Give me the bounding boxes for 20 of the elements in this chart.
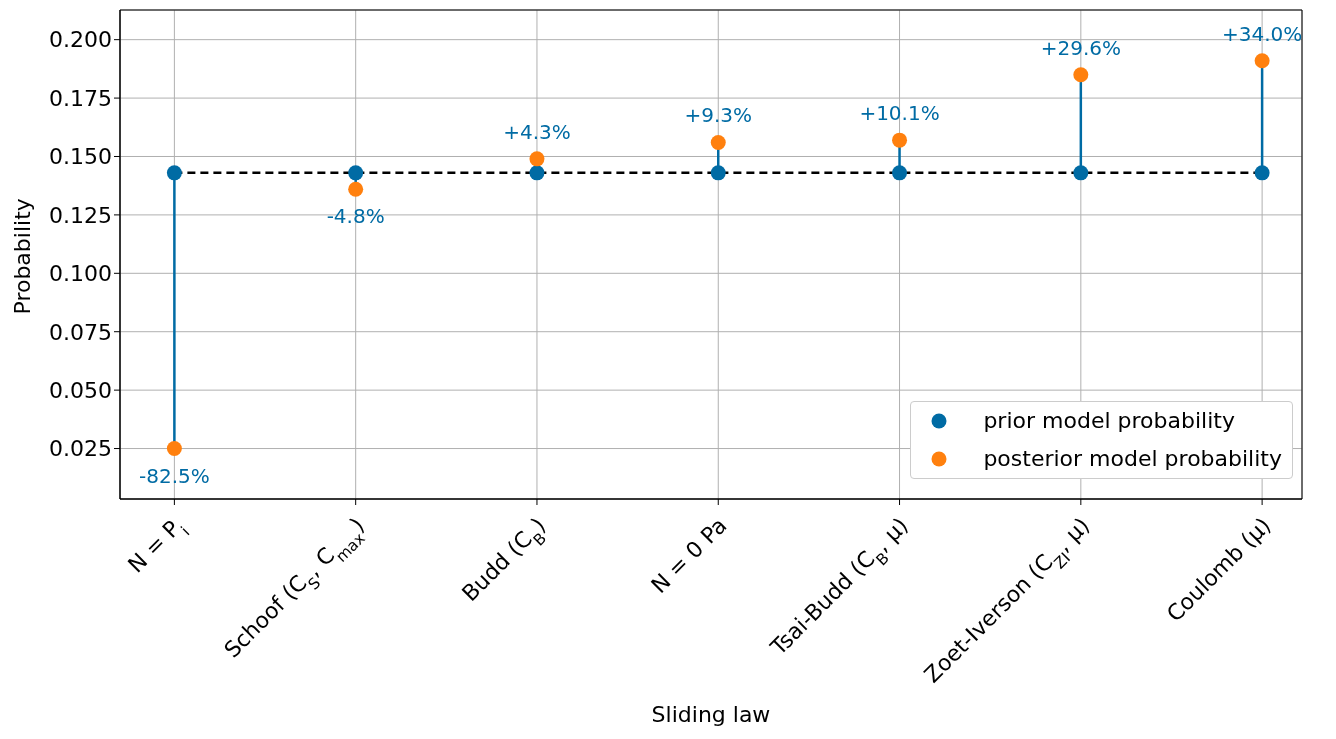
annotation: -82.5% [139,463,210,488]
legend-label: posterior model probability [983,445,1282,473]
y-axis-title: Probability [9,198,35,315]
annotation: -4.8% [326,204,385,229]
y-tick-label: 0.050 [49,377,112,403]
y-tick-label: 0.150 [49,144,112,170]
y-tick-label: 0.175 [49,85,112,111]
y-tick-label: 0.025 [49,436,112,462]
x-tick-label: N = 0 Pa [646,512,732,599]
x-axis-title: Sliding law [651,702,771,727]
y-tick-label: 0.125 [49,202,112,228]
y-tick-label: 0.100 [49,261,112,287]
annotation: +9.3% [684,103,753,128]
annotation: +10.1% [859,101,940,126]
annotation: +4.3% [503,119,571,144]
annotation: +29.6% [1040,35,1121,60]
y-tick-label: 0.200 [49,27,112,53]
annotation: +34.0% [1221,21,1303,46]
y-tick-label: 0.075 [49,319,112,345]
legend-label: prior model probability [983,407,1235,435]
